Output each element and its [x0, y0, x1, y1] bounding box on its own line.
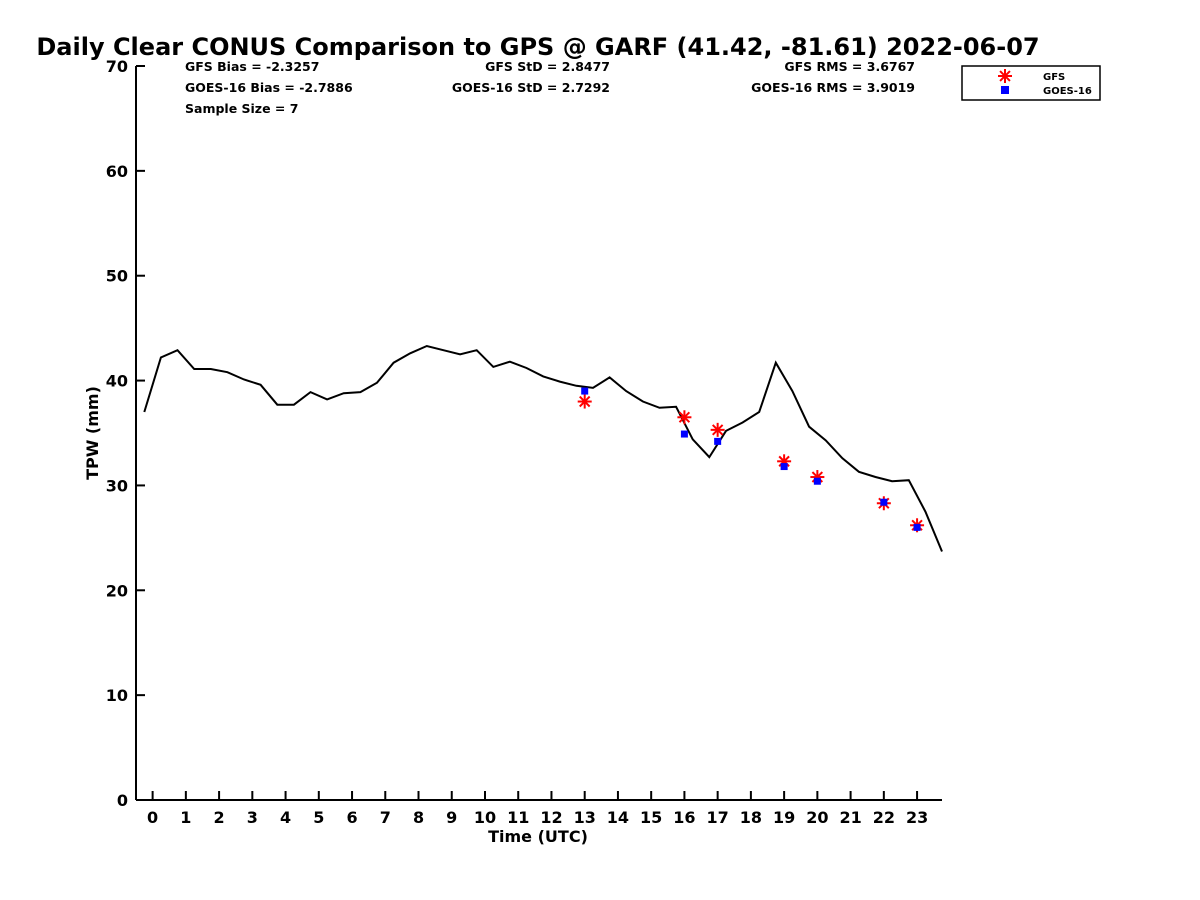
statistics-panel: GFS Bias = -2.3257 GOES-16 Bias = -2.788… — [185, 59, 915, 116]
y-tick-label: 20 — [106, 581, 128, 600]
goes-std-text: GOES-16 StD = 2.7292 — [452, 80, 610, 95]
x-tick-label: 11 — [507, 808, 529, 827]
x-tick-label: 17 — [707, 808, 729, 827]
y-tick-label: 60 — [106, 162, 128, 181]
x-tick-label: 6 — [346, 808, 357, 827]
legend-label: GFS — [1043, 72, 1065, 83]
x-tick-label: 16 — [673, 808, 695, 827]
gfs-point — [677, 410, 692, 425]
y-tick-label: 40 — [106, 372, 128, 391]
x-tick-label: 23 — [906, 808, 928, 827]
y-tick-label: 50 — [106, 267, 128, 286]
x-tick-label: 21 — [839, 808, 861, 827]
gfs-std-text: GFS StD = 2.8477 — [485, 59, 610, 74]
x-tick-label: 15 — [640, 808, 662, 827]
y-axis-ticks: 0 10 20 30 40 50 60 70 — [106, 57, 145, 810]
x-axis-label: Time (UTC) — [488, 827, 588, 846]
x-tick-label: 1 — [180, 808, 191, 827]
gfs-rms-text: GFS RMS = 3.6767 — [784, 59, 915, 74]
sample-size-text: Sample Size = 7 — [185, 101, 298, 116]
goes-16-legend-marker — [1001, 86, 1009, 94]
goes-16-point — [581, 387, 589, 395]
x-tick-label: 0 — [147, 808, 158, 827]
legend-box — [961, 65, 1101, 101]
x-tick-label: 8 — [413, 808, 424, 827]
goes-16-point — [880, 498, 888, 506]
x-tick-label: 14 — [607, 808, 629, 827]
x-tick-label: 5 — [313, 808, 324, 827]
goes-16-point — [813, 477, 821, 485]
x-tick-label: 9 — [446, 808, 457, 827]
goes-16-point — [680, 430, 688, 438]
legend: GFS GOES-16 — [961, 65, 1101, 101]
x-tick-label: 13 — [574, 808, 596, 827]
gfs-bias-text: GFS Bias = -2.3257 — [185, 59, 319, 74]
x-tick-label: 2 — [214, 808, 225, 827]
series-gps — [143, 344, 943, 552]
goes-16-point — [913, 523, 921, 531]
legend-label: GOES-16 — [1043, 86, 1092, 97]
goes-16-point — [780, 463, 788, 471]
gfs-legend-marker — [998, 69, 1012, 83]
series-goes-16 — [581, 387, 921, 531]
gfs-point — [710, 422, 725, 437]
y-tick-label: 10 — [106, 686, 128, 705]
chart-title: Daily Clear CONUS Comparison to GPS @ GA… — [36, 33, 1039, 61]
gps-line — [143, 344, 943, 552]
series-layer — [143, 344, 943, 552]
x-tick-label: 20 — [806, 808, 828, 827]
x-tick-label: 7 — [380, 808, 391, 827]
x-tick-label: 3 — [247, 808, 258, 827]
x-tick-label: 4 — [280, 808, 291, 827]
y-tick-label: 0 — [117, 791, 128, 810]
y-axis-label: TPW (mm) — [83, 386, 102, 480]
goes-rms-text: GOES-16 RMS = 3.9019 — [751, 80, 915, 95]
x-tick-label: 18 — [740, 808, 762, 827]
gfs-point — [577, 394, 592, 409]
y-tick-label: 30 — [106, 476, 128, 495]
axes — [135, 66, 942, 801]
goes-16-point — [714, 437, 722, 445]
goes-bias-text: GOES-16 Bias = -2.7886 — [185, 80, 353, 95]
series-gfs — [577, 394, 925, 533]
x-axis-ticks: 0 1 2 3 4 5 6 7 8 9 10 11 12 13 14 15 16 17 18 19 20 21 22 23 — [147, 791, 928, 827]
y-tick-label: 70 — [106, 57, 128, 76]
x-tick-label: 19 — [773, 808, 795, 827]
x-tick-label: 12 — [540, 808, 562, 827]
x-tick-label: 10 — [474, 808, 496, 827]
x-tick-label: 22 — [873, 808, 895, 827]
